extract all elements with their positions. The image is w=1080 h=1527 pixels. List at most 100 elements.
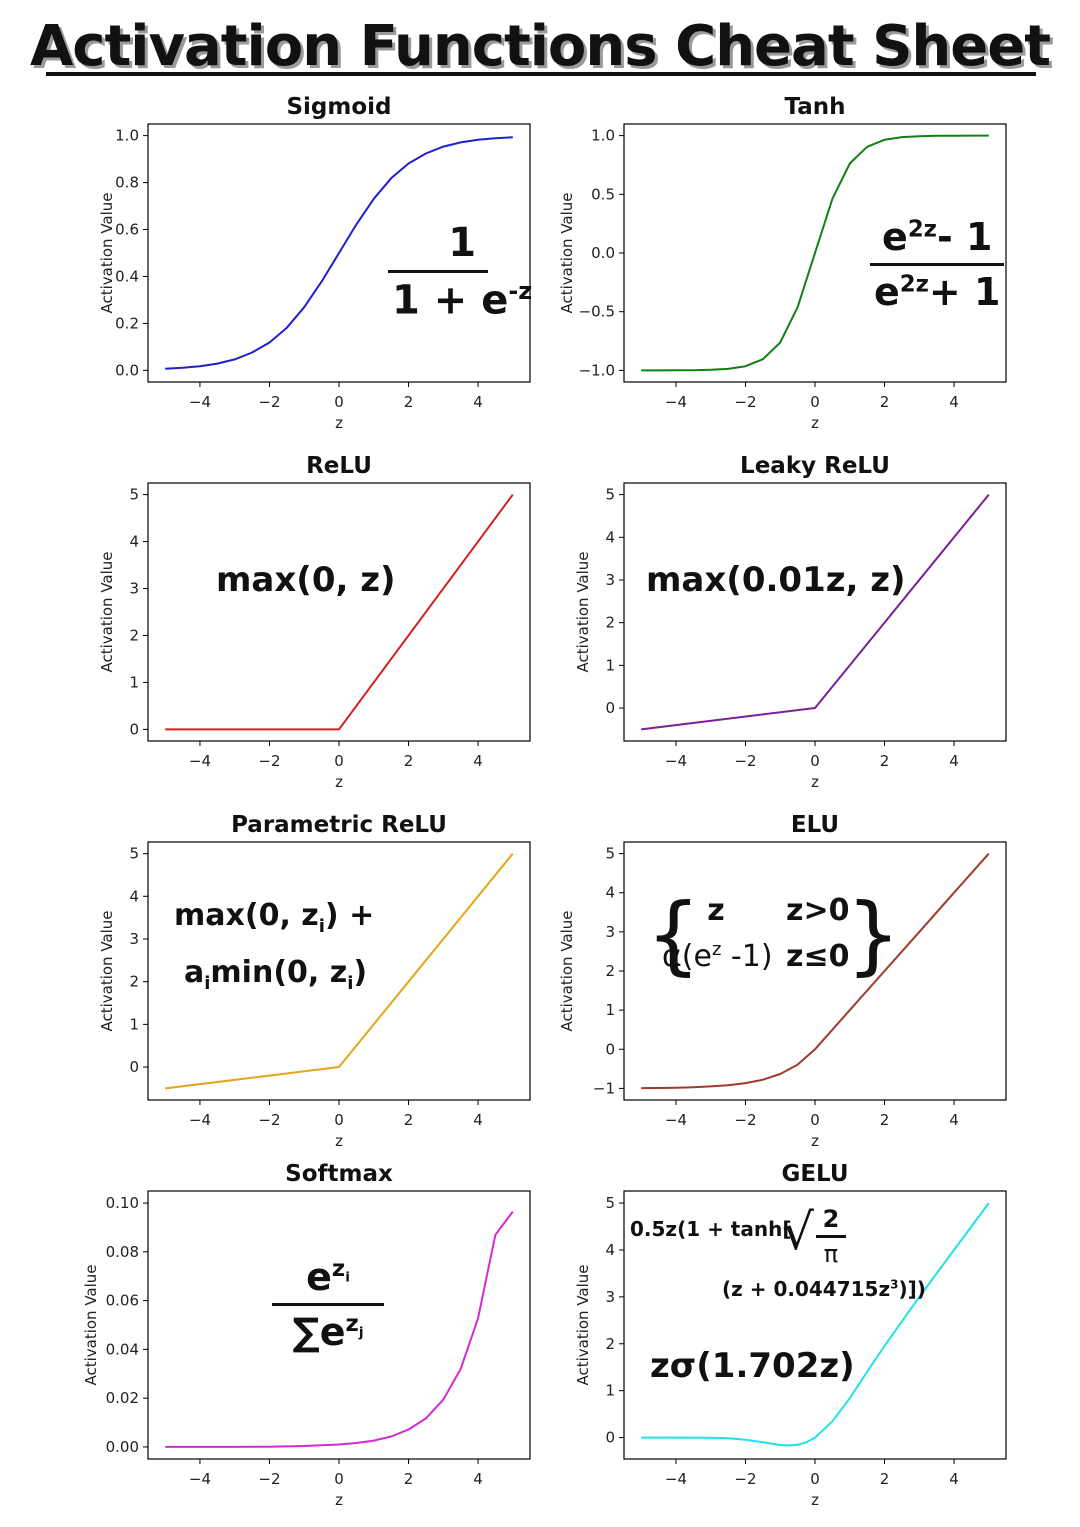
tanh-y-tick-label: −0.5 [579, 303, 615, 321]
tanh-title: Tanh [785, 94, 846, 120]
softmax-plot-area [147, 1190, 531, 1460]
tanh-formula-num-tail: - 1 [936, 215, 993, 259]
prelu-formula-line2-sub1: i [204, 973, 211, 994]
softmax-x-axis-label: z [335, 1491, 343, 1509]
softmax-formula-num-exp: z [331, 1256, 346, 1283]
sigmoid-series-line [165, 136, 513, 370]
parametric-relu-x-tick-label: 2 [404, 1111, 414, 1129]
title-underline [46, 72, 1036, 76]
parametric-relu-y-tick-label: 5 [129, 845, 139, 863]
relu-y-tick-label: 3 [129, 580, 139, 598]
prelu-formula-line2-mid: min(0, z [210, 955, 348, 990]
elu-case1-condition: z>0 [786, 893, 850, 928]
sigmoid-y-axis-label: Activation Value [98, 192, 116, 313]
elu-y-tick-label: 2 [605, 962, 615, 980]
prelu-formula-line1: max(0, z [174, 898, 319, 933]
elu-x-axis-label: z [811, 1132, 819, 1150]
elu-y-tick-label: 3 [605, 923, 615, 941]
parametric-relu-y-tick-label: 0 [129, 1058, 139, 1076]
softmax-x-tick-label: −2 [258, 1470, 280, 1488]
softmax-y-tick-label: 0.06 [106, 1292, 139, 1310]
tanh-formula-den-exp: 2z [899, 271, 929, 298]
tanh-y-tick-label: 0.0 [591, 244, 615, 262]
softmax-formula-den-exp: z [345, 1311, 359, 1338]
tanh-x-tick-label: 2 [880, 393, 890, 411]
gelu-formula-line2: (z + 0.044715z [722, 1277, 891, 1301]
gelu-y-tick-label: 5 [605, 1194, 615, 1212]
sigmoid-y-tick-label: 0.6 [115, 221, 139, 239]
elu-y-axis-label: Activation Value [558, 910, 576, 1031]
tanh-chart: Tanh −4 −2 0 2 4 −1.0 −0.5 0.0 0.5 1.0 z Activation … [558, 94, 1007, 432]
gelu-x-tick-label: −2 [734, 1470, 756, 1488]
softmax-formula-num-base: e [306, 1255, 332, 1299]
gelu-formula-line1: 0.5z(1 + tanh[ [630, 1217, 792, 1241]
prelu-formula-line2-pre: a [184, 955, 205, 990]
sigmoid-formula-denominator: 1 + e [392, 277, 509, 324]
tanh-y-tick-label: 0.5 [591, 185, 615, 203]
sigmoid-y-tick-label: 0.4 [115, 267, 139, 285]
parametric-relu-x-tick-label: 4 [473, 1111, 483, 1129]
relu-y-tick-label: 4 [129, 533, 139, 551]
parametric-relu-y-axis-label: Activation Value [98, 910, 116, 1031]
gelu-formula-frac-num: 2 [822, 1205, 840, 1233]
relu-y-tick-label: 2 [129, 626, 139, 644]
relu-plot-area [147, 482, 531, 742]
gelu-y-tick-label: 3 [605, 1288, 615, 1306]
softmax-formula-sum: ∑ [292, 1310, 320, 1354]
softmax-formula-den-base: e [319, 1310, 346, 1354]
sigmoid-x-tick-label: 0 [334, 393, 344, 411]
leaky-relu-y-tick-label: 2 [605, 614, 615, 632]
softmax-formula-den-sub: j [358, 1324, 364, 1341]
tanh-x-tick-label: −4 [665, 393, 687, 411]
parametric-relu-x-tick-label: −2 [258, 1111, 280, 1129]
relu-y-tick-label: 1 [129, 673, 139, 691]
parametric-relu-title: Parametric ReLU [231, 812, 447, 838]
relu-chart: ReLU −4 −2 0 2 4 0 1 2 3 4 5 z Activation Value [98, 453, 531, 791]
elu-y-tick-label: 5 [605, 845, 615, 863]
gelu-y-tick-label: 0 [605, 1429, 615, 1447]
relu-x-axis-label: z [335, 773, 343, 791]
elu-y-tick-label: 4 [605, 884, 615, 902]
elu-y-tick-label: 0 [605, 1040, 615, 1058]
gelu-x-tick-label: 0 [810, 1470, 820, 1488]
relu-formula: max(0, z) [216, 560, 396, 600]
elu-x-tick-label: −4 [665, 1111, 687, 1129]
softmax-formula-num-sub: i [345, 1269, 350, 1286]
leaky-relu-y-tick-label: 1 [605, 656, 615, 674]
tanh-x-axis-label: z [811, 414, 819, 432]
elu-case2-sup: z [711, 939, 722, 960]
sigmoid-formula-numerator: 1 [448, 220, 477, 266]
sigmoid-y-tick-label: 0.8 [115, 174, 139, 192]
tanh-y-tick-label: 1.0 [591, 127, 615, 145]
gelu-title: GELU [781, 1161, 848, 1187]
leaky-relu-y-axis-label: Activation Value [574, 551, 592, 672]
sigmoid-x-tick-label: 4 [473, 393, 483, 411]
leaky-relu-x-tick-label: 4 [949, 752, 959, 770]
gelu-y-tick-label: 4 [605, 1241, 615, 1259]
tanh-y-axis-label: Activation Value [558, 192, 576, 313]
leaky-relu-y-tick-label: 4 [605, 528, 615, 546]
softmax-y-tick-label: 0.04 [106, 1340, 139, 1358]
elu-x-tick-label: 4 [949, 1111, 959, 1129]
leaky-relu-y-tick-label: 5 [605, 486, 615, 504]
parametric-relu-y-tick-label: 1 [129, 1015, 139, 1033]
tanh-formula-den-tail: + 1 [928, 270, 1001, 314]
parametric-relu-y-tick-label: 3 [129, 930, 139, 948]
tanh-x-tick-label: 4 [949, 393, 959, 411]
leaky-relu-series-line [641, 493, 990, 731]
leaky-relu-y-tick-label: 3 [605, 571, 615, 589]
relu-x-tick-label: −4 [189, 752, 211, 770]
tanh-formula-num-base: e [882, 215, 908, 259]
gelu-x-axis-label: z [811, 1491, 819, 1509]
tanh-x-tick-label: −2 [734, 393, 756, 411]
sigmoid-chart: Sigmoid −4 −2 0 2 4 0.0 0.2 0.4 0.6 0.8 1.0 z Activat… [98, 94, 531, 432]
softmax-x-tick-label: 2 [404, 1470, 414, 1488]
gelu-approx-formula: zσ(1.702z) [650, 1346, 855, 1386]
leaky-relu-y-tick-label: 0 [605, 699, 615, 717]
elu-series-line [641, 852, 990, 1090]
leaky-relu-x-tick-label: 2 [880, 752, 890, 770]
sigmoid-y-tick-label: 0.2 [115, 314, 139, 332]
gelu-chart: GELU −4 −2 0 2 4 0 1 2 3 4 5 z Activation Value [574, 1161, 1007, 1509]
gelu-y-tick-label: 1 [605, 1382, 615, 1400]
leaky-relu-x-axis-label: z [811, 773, 819, 791]
